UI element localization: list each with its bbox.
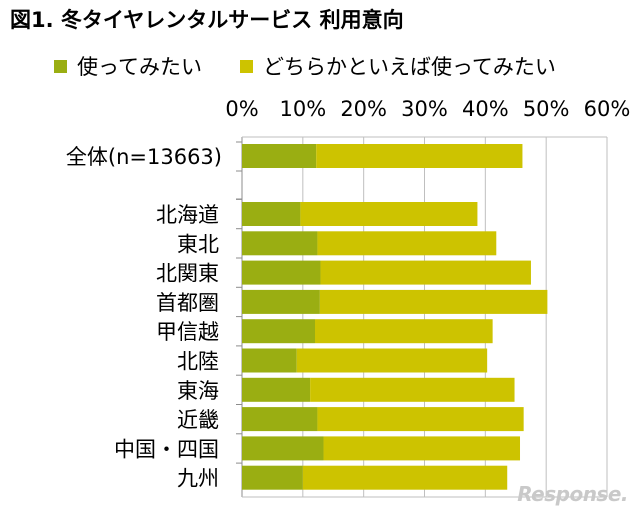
category-label: 首都圏 <box>156 291 219 315</box>
legend-label-series-2: どちらかといえば使ってみたい <box>262 55 556 79</box>
legend: 使ってみたい どちらかといえば使ってみたい <box>54 52 556 80</box>
bar-series-1 <box>242 465 303 490</box>
legend-label-series-1: 使ってみたい <box>77 55 202 79</box>
bar-series-2 <box>323 436 521 461</box>
category-label: 甲信越 <box>156 320 219 344</box>
category-label: 北海道 <box>156 203 219 227</box>
category-label: 九州 <box>177 467 219 491</box>
x-tick-label: 50% <box>523 97 570 121</box>
category-label: 近畿 <box>177 408 219 432</box>
bar-series-1 <box>242 260 321 285</box>
category-label: 北陸 <box>177 350 219 374</box>
bar-series-2 <box>316 144 523 168</box>
bar-series-1 <box>242 377 311 402</box>
category-label: 東海 <box>177 379 219 403</box>
watermark-logo: Response. <box>517 482 628 506</box>
bar-series-1 <box>242 348 297 373</box>
bar-series-2 <box>317 407 524 432</box>
chart-title: 図1. 冬タイヤレンタルサービス 利用意向 <box>10 8 404 32</box>
bar-series-2 <box>310 377 515 402</box>
bar-series-1 <box>242 289 320 314</box>
x-tick-label: 40% <box>462 97 509 121</box>
bar-series-1 <box>242 319 315 344</box>
legend-item-series-2: どちらかといえば使ってみたい <box>239 51 556 81</box>
bar-series-1 <box>242 202 301 226</box>
bar-series-2 <box>296 348 488 373</box>
bar-series-2 <box>302 465 508 490</box>
x-tick-label: 20% <box>340 97 387 121</box>
category-label: 北関東 <box>156 262 219 286</box>
bar-series-2 <box>317 231 497 256</box>
bar-series-2 <box>300 202 478 226</box>
x-tick-label: 0% <box>225 97 258 121</box>
bar-series-1 <box>242 231 318 256</box>
x-tick-label: 60% <box>584 97 631 121</box>
bar-series-1 <box>242 436 324 461</box>
legend-swatch-series-2 <box>239 59 253 73</box>
category-label: 東北 <box>177 232 219 256</box>
category-label: 中国・四国 <box>114 437 219 461</box>
bar-series-1 <box>242 407 318 432</box>
bar-series-1 <box>242 144 317 168</box>
x-tick-label: 30% <box>401 97 448 121</box>
bar-series-2 <box>320 260 531 285</box>
category-label: 全体(n=13663) <box>66 145 222 169</box>
bar-series-2 <box>319 289 548 314</box>
x-tick-label: 10% <box>279 97 326 121</box>
legend-item-series-1: 使ってみたい <box>54 51 202 81</box>
bar-series-2 <box>315 319 493 344</box>
legend-swatch-series-1 <box>54 59 67 73</box>
